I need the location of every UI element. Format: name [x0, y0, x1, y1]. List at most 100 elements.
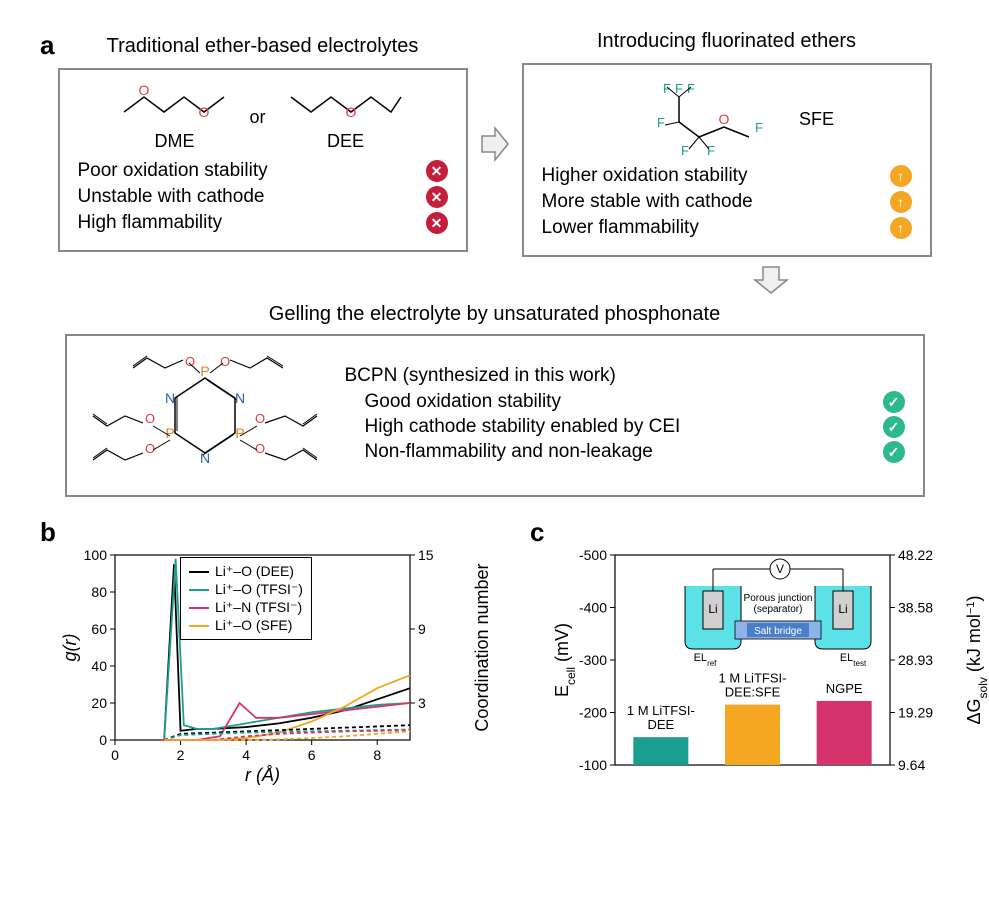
svg-text:V: V — [776, 562, 784, 576]
svg-text:ELtest: ELtest — [840, 652, 867, 668]
svg-text:DEE: DEE — [647, 717, 674, 732]
box-traditional-wrap: Traditional ether-based electrolytes O O… — [58, 35, 468, 252]
box3-bullet-1: High cathode stability enabled by CEI ✓ — [345, 416, 905, 438]
legend-label: Li⁺–O (DEE) — [215, 563, 294, 580]
svg-text:60: 60 — [91, 621, 107, 637]
chart-c: -100-200-300-400-5009.6419.2928.9338.584… — [550, 545, 989, 835]
svg-text:-400: -400 — [579, 600, 607, 616]
box2-bullet-0: Higher oxidation stability ↑ — [542, 165, 912, 187]
svg-text:1 M LiTFSI-: 1 M LiTFSI- — [627, 703, 695, 718]
bcpn-mol: P N P N P N O O O O O O — [85, 348, 325, 483]
svg-text:9: 9 — [418, 621, 426, 637]
svg-text:0: 0 — [99, 732, 107, 748]
svg-text:ΔGsolv (kJ mol−1): ΔGsolv (kJ mol−1) — [964, 596, 989, 725]
svg-text:28.93: 28.93 — [898, 652, 933, 668]
svg-text:P: P — [200, 363, 209, 379]
box3-bullet-0: Good oxidation stability ✓ — [345, 391, 905, 413]
sfe-structure: F F F F F F O F — [619, 77, 779, 157]
svg-text:F: F — [675, 81, 683, 96]
svg-text:0: 0 — [111, 747, 119, 763]
panel-a-label: a — [40, 30, 54, 61]
box3-text: BCPN (synthesized in this work) Good oxi… — [345, 365, 905, 466]
svg-text:O: O — [345, 104, 356, 120]
x-icon: ✕ — [426, 160, 448, 182]
box2-bullet-1: More stable with cathode ↑ — [542, 191, 912, 213]
x-icon: ✕ — [426, 212, 448, 234]
sfe-label: SFE — [799, 109, 834, 130]
svg-text:40: 40 — [91, 658, 107, 674]
mol-row-2: F F F F F F O F SFE — [542, 77, 912, 157]
svg-text:F: F — [755, 120, 763, 135]
svg-text:O: O — [719, 111, 730, 127]
box-gelling: P N P N P N O O O O O O — [65, 334, 925, 497]
legend-label: Li⁺–O (SFE) — [215, 617, 292, 634]
box-fluorinated-wrap: Introducing fluorinated ethers F F F F — [522, 30, 932, 257]
svg-text:-500: -500 — [579, 547, 607, 563]
svg-text:4: 4 — [242, 747, 250, 763]
arrow-right-icon — [480, 126, 510, 162]
legend-swatch — [189, 571, 209, 573]
svg-text:19.29: 19.29 — [898, 705, 933, 721]
panel-c-label: c — [530, 517, 544, 548]
dme-structure: O O — [119, 82, 229, 122]
mol-dee: O DEE — [286, 82, 406, 152]
svg-text:O: O — [220, 354, 230, 369]
svg-text:80: 80 — [91, 584, 107, 600]
box3-header: BCPN (synthesized in this work) — [345, 365, 905, 387]
svg-text:N: N — [199, 450, 209, 466]
box3-bullet-0-text: Good oxidation stability — [345, 391, 561, 413]
svg-text:38.58: 38.58 — [898, 600, 933, 616]
up-icon: ↑ — [890, 191, 912, 213]
svg-text:9.64: 9.64 — [898, 757, 925, 773]
svg-text:O: O — [255, 411, 265, 426]
legend-label: Li⁺–O (TFSI⁻) — [215, 581, 303, 598]
svg-text:20: 20 — [91, 695, 107, 711]
legend-swatch — [189, 607, 209, 609]
svg-text:ELref: ELref — [694, 652, 718, 668]
svg-text:Salt bridge: Salt bridge — [754, 626, 802, 637]
or-text: or — [249, 107, 265, 128]
legend-swatch — [189, 625, 209, 627]
svg-text:F: F — [687, 81, 695, 96]
up-icon: ↑ — [890, 217, 912, 239]
chart-c-wrap: -100-200-300-400-5009.6419.2928.9338.584… — [550, 545, 989, 835]
svg-text:r (Å): r (Å) — [245, 765, 280, 785]
check-icon: ✓ — [883, 416, 905, 438]
svg-text:g(r): g(r) — [60, 634, 80, 662]
dee-label: DEE — [286, 131, 406, 152]
box1-bullet-1-text: Unstable with cathode — [78, 186, 265, 208]
dee-structure: O — [286, 82, 406, 122]
svg-text:O: O — [199, 104, 210, 120]
svg-text:100: 100 — [84, 547, 108, 563]
svg-text:P: P — [235, 425, 244, 441]
box2-bullet-1-text: More stable with cathode — [542, 191, 753, 213]
box2-bullet-2-text: Lower flammability — [542, 217, 699, 239]
svg-text:Li: Li — [838, 602, 847, 616]
svg-text:N: N — [234, 390, 244, 406]
svg-text:-300: -300 — [579, 652, 607, 668]
svg-text:F: F — [681, 143, 689, 157]
panel-a-top-row: Traditional ether-based electrolytes O O… — [40, 30, 949, 257]
svg-text:(separator): (separator) — [754, 604, 803, 615]
svg-text:F: F — [707, 143, 715, 157]
legend-row: Li⁺–O (DEE) — [189, 563, 303, 580]
check-icon: ✓ — [883, 391, 905, 413]
box-fluorinated: F F F F F F O F SFE — [522, 63, 932, 257]
box1-bullet-2: High flammability ✕ — [78, 212, 448, 234]
svg-text:P: P — [165, 425, 174, 441]
box-traditional: O O DME or O DEE Poor o — [58, 68, 468, 252]
panel-b-label: b — [40, 517, 56, 548]
svg-text:8: 8 — [373, 747, 381, 763]
box1-bullet-0-text: Poor oxidation stability — [78, 160, 268, 182]
arrow-down-wrap — [40, 265, 949, 295]
bottom-row: b 024680204060801003915r (Å)g(r)Coordina… — [40, 525, 949, 835]
mol-dme: O O DME — [119, 82, 229, 152]
svg-text:Coordination number: Coordination number — [472, 563, 492, 731]
svg-text:6: 6 — [308, 747, 316, 763]
svg-text:48.22: 48.22 — [898, 547, 933, 563]
svg-text:O: O — [145, 441, 155, 456]
legend-swatch — [189, 589, 209, 591]
dme-label: DME — [119, 131, 229, 152]
svg-text:N: N — [164, 390, 174, 406]
legend-b: Li⁺–O (DEE)Li⁺–O (TFSI⁻)Li⁺–N (TFSI⁻)Li⁺… — [180, 557, 312, 640]
